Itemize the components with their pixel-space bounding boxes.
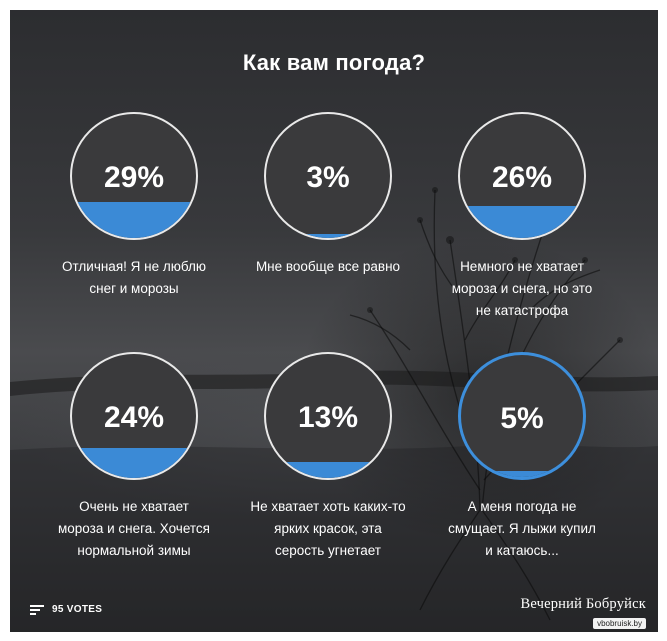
option-circle[interactable]: 13% bbox=[264, 352, 392, 480]
option-circle[interactable]: 26% bbox=[458, 112, 586, 240]
option-circle[interactable]: 24% bbox=[70, 352, 198, 480]
option-circle[interactable]: 3% bbox=[264, 112, 392, 240]
result-fill bbox=[460, 205, 584, 238]
percent-value: 3% bbox=[306, 161, 350, 194]
option-label: Не хватает хоть каких-то ярких красок, э… bbox=[250, 499, 406, 558]
option-label: Мне вообще все равно bbox=[255, 259, 401, 274]
option-circle[interactable]: 29% bbox=[70, 112, 198, 240]
result-fill bbox=[72, 448, 196, 478]
site-watermark: Вечерний Бобруйск vbobruisk.by bbox=[520, 596, 646, 631]
percent-value: 5% bbox=[500, 402, 544, 435]
result-fill bbox=[72, 202, 196, 238]
result-fill bbox=[266, 461, 390, 478]
votes-count: 95 VOTES bbox=[30, 604, 102, 615]
votes-label: 95 VOTES bbox=[52, 604, 103, 615]
poll-option-5[interactable]: 5% А меня погода не смущает. Я лыжи купи… bbox=[432, 352, 612, 562]
option-circle-selected[interactable]: 5% bbox=[458, 352, 586, 480]
option-label: Очень не хватает мороза и снега. Хочется… bbox=[58, 499, 210, 558]
poll-widget: Как вам погода? 29% Отличная! Я не люблю… bbox=[10, 10, 658, 632]
watermark-title: Вечерний Бобруйск bbox=[520, 596, 646, 612]
option-label: А меня погода не смущает. Я лыжи купил и… bbox=[448, 499, 596, 558]
poll-option-2[interactable]: 26% Немного не хватает мороза и снега, н… bbox=[432, 112, 612, 322]
watermark-site: vbobruisk.by bbox=[593, 618, 646, 629]
option-label: Отличная! Я не люблю снег и морозы bbox=[62, 259, 206, 296]
poll-option-3[interactable]: 24% Очень не хватает мороза и снега. Хоч… bbox=[44, 352, 224, 562]
option-label: Немного не хватает мороза и снега, но эт… bbox=[451, 259, 593, 318]
percent-value: 13% bbox=[297, 401, 359, 434]
poll-option-4[interactable]: 13% Не хватает хоть каких-то ярких красо… bbox=[238, 352, 418, 562]
poll-option-0[interactable]: 29% Отличная! Я не люблю снег и морозы bbox=[44, 112, 224, 300]
poll-title: Как вам погода? bbox=[242, 50, 426, 75]
percent-value: 26% bbox=[491, 161, 553, 194]
percent-value: 24% bbox=[103, 401, 165, 434]
percent-value: 29% bbox=[103, 161, 165, 194]
result-fill bbox=[461, 470, 583, 477]
poll-option-1[interactable]: 3% Мне вообще все равно bbox=[238, 112, 418, 278]
result-fill bbox=[266, 234, 390, 238]
bar-lines-icon bbox=[30, 604, 44, 615]
